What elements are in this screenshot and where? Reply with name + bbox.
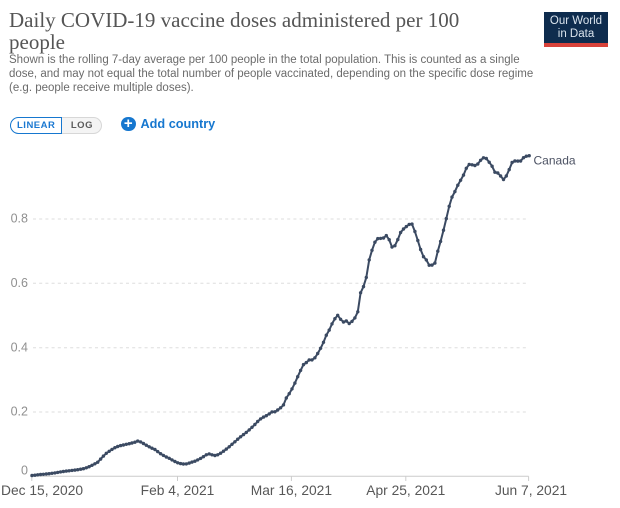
svg-text:0.6: 0.6	[11, 276, 28, 290]
svg-text:0.8: 0.8	[11, 212, 28, 226]
svg-text:Jun 7, 2021: Jun 7, 2021	[495, 483, 567, 498]
svg-text:Apr 25, 2021: Apr 25, 2021	[366, 483, 445, 498]
svg-text:0.4: 0.4	[11, 340, 28, 354]
svg-text:0.2: 0.2	[11, 405, 28, 419]
svg-text:Feb 4, 2021: Feb 4, 2021	[141, 483, 215, 498]
svg-text:Dec 15, 2020: Dec 15, 2020	[1, 483, 83, 498]
svg-text:Canada: Canada	[534, 154, 576, 168]
svg-text:Mar 16, 2021: Mar 16, 2021	[251, 483, 332, 498]
svg-text:0: 0	[21, 464, 28, 478]
